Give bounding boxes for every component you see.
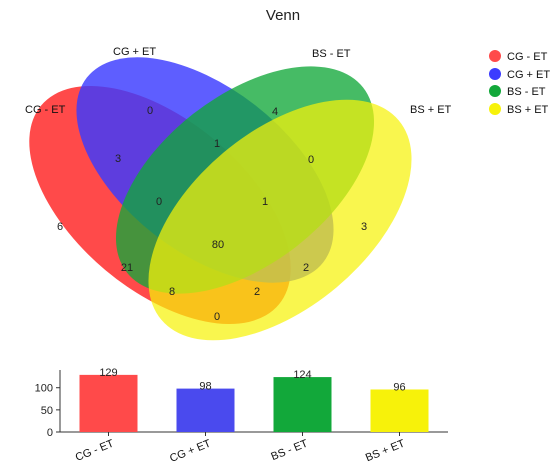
- venn-set-label-bs-minus-et: BS - ET: [312, 48, 351, 60]
- venn-count-bsm-bsp: 0: [308, 154, 314, 166]
- bar-value-label: 124: [293, 369, 311, 381]
- bar-value-labels: 129 98 124 96: [99, 367, 405, 394]
- bar-y-tick-label: 0: [47, 427, 53, 439]
- legend: CG - ET CG + ET BS - ET BS + ET: [489, 50, 550, 116]
- bar-x-tick-label: CG + ET: [168, 438, 213, 465]
- bar-value-label: 96: [393, 381, 405, 393]
- venn-count-cgp-bsp: 2: [303, 262, 309, 274]
- legend-swatch-cg-plus-et: [489, 68, 501, 80]
- legend-label-bs-minus-et: BS - ET: [507, 86, 546, 98]
- bar-y-tick-label: 50: [41, 405, 53, 417]
- legend-label-bs-plus-et: BS + ET: [507, 104, 549, 116]
- venn-count-cgm-cgp-bsp: 2: [254, 286, 260, 298]
- bar-y-tick-label: 100: [35, 383, 53, 395]
- venn-set-label-cg-minus-et: CG - ET: [25, 104, 66, 116]
- bar-value-label: 98: [199, 381, 211, 393]
- bar-chart: 0 50 100 129 98 124 96 CG - ET CG + ET BS - ET B…: [35, 367, 448, 465]
- venn-count-cgp-bsm: 1: [214, 138, 220, 150]
- bar-cg-et: [79, 374, 138, 432]
- legend-swatch-cg-minus-et: [489, 50, 501, 62]
- bar-bs-et: [273, 377, 332, 432]
- bar-x-tick-label: BS + ET: [364, 438, 407, 465]
- venn-count-cgp-bsm-bsp: 1: [262, 196, 268, 208]
- venn-count-cgm-bsp: 0: [214, 311, 220, 323]
- chart-title: Venn: [266, 7, 300, 24]
- venn-count-cgm-bsm: 21: [121, 262, 133, 274]
- venn-set-label-cg-plus-et: CG + ET: [113, 46, 156, 58]
- venn-count-cgm-cgp: 3: [115, 153, 121, 165]
- bar-bs-et: [370, 389, 429, 432]
- venn-set-label-bs-plus-et: BS + ET: [410, 104, 452, 116]
- bar-y-ticks: 0 50 100: [35, 383, 60, 439]
- bar-x-tick-label: BS - ET: [269, 438, 309, 464]
- bar-series: [79, 374, 429, 432]
- venn-count-bs-minus-only: 4: [272, 106, 278, 118]
- bar-x-tick-label: CG - ET: [74, 438, 116, 464]
- legend-swatch-bs-minus-et: [489, 85, 501, 97]
- venn-count-all-four: 80: [212, 239, 224, 251]
- venn-count-cgm-cgp-bsm: 0: [156, 196, 162, 208]
- bar-value-label: 129: [99, 367, 117, 379]
- venn-count-cgm-bsm-bsp: 8: [169, 286, 175, 298]
- venn-count-bs-plus-only: 3: [361, 221, 367, 233]
- bar-x-ticks: CG - ET CG + ET BS - ET BS + ET: [74, 432, 407, 465]
- bar-cg-et: [176, 388, 235, 432]
- venn-count-cg-minus-only: 6: [57, 221, 63, 233]
- venn-ellipse-bs-plus-et: [148, 99, 412, 341]
- venn-count-cg-plus-only: 0: [147, 105, 153, 117]
- venn-diagram: [29, 57, 412, 341]
- legend-swatch-bs-plus-et: [489, 103, 501, 115]
- legend-label-cg-minus-et: CG - ET: [507, 51, 548, 63]
- legend-label-cg-plus-et: CG + ET: [507, 69, 550, 81]
